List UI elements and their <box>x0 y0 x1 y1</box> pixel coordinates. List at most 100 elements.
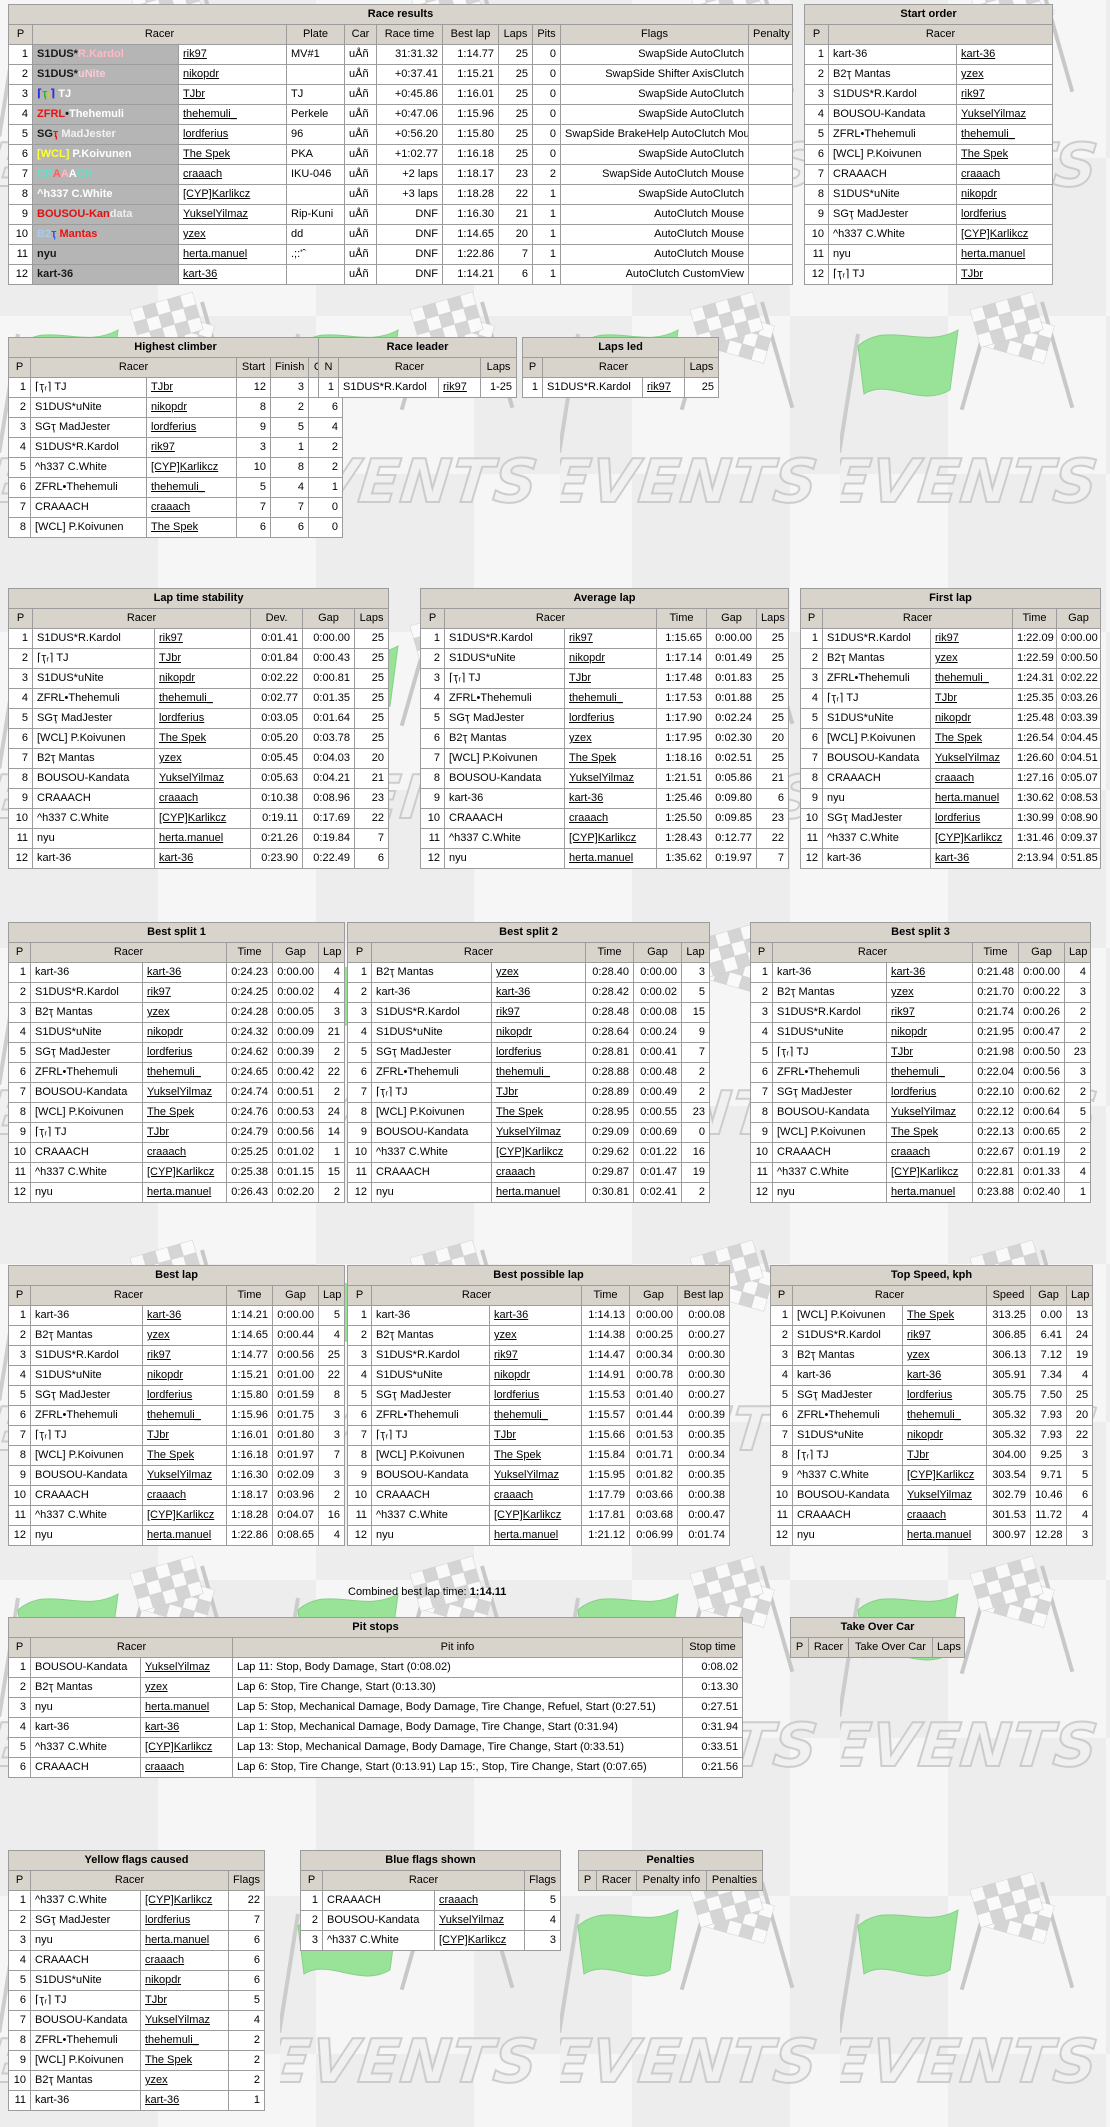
racer-username-link[interactable]: kart-36 <box>142 962 227 983</box>
racer-username-link[interactable]: nikopdr <box>142 1022 227 1043</box>
racer-username-link[interactable]: yzex <box>489 1325 582 1346</box>
racer-username-link[interactable]: nikopdr <box>142 1365 227 1386</box>
racer-username-link[interactable]: [CYP]Karlikcz <box>140 1737 233 1758</box>
racer-username-link[interactable]: nikopdr <box>146 397 237 418</box>
racer-username-link[interactable]: yzex <box>886 982 973 1003</box>
racer-username-link[interactable]: craaach <box>146 497 237 518</box>
racer-username-link[interactable]: lordferius <box>142 1042 227 1063</box>
racer-username-link[interactable]: YukselYilmaz <box>956 104 1053 125</box>
racer-username-link[interactable]: thehemuli_ <box>489 1405 582 1426</box>
racer-username-link[interactable]: rik97 <box>886 1002 973 1023</box>
racer-username-link[interactable]: TJbr <box>930 688 1013 709</box>
racer-username-link[interactable]: thehemuli_ <box>142 1062 227 1083</box>
racer-username-link[interactable]: craaach <box>930 768 1013 789</box>
racer-username-link[interactable]: TJbr <box>489 1425 582 1446</box>
racer-username-link[interactable]: The Spek <box>886 1122 973 1143</box>
racer-username-link[interactable]: yzex <box>564 728 657 749</box>
racer-username-link[interactable]: kart-36 <box>178 264 287 285</box>
racer-username-link[interactable]: craaach <box>491 1162 586 1183</box>
racer-username-link[interactable]: TJbr <box>902 1445 987 1466</box>
racer-username-link[interactable]: kart-36 <box>140 2090 229 2111</box>
racer-username-link[interactable]: yzex <box>902 1345 987 1366</box>
racer-username-link[interactable]: [CYP]Karlikcz <box>902 1465 987 1486</box>
racer-username-link[interactable]: TJbr <box>154 648 251 669</box>
racer-username-link[interactable]: herta.manuel <box>491 1182 586 1203</box>
racer-username-link[interactable]: rik97 <box>489 1345 582 1366</box>
racer-username-link[interactable]: The Spek <box>491 1102 586 1123</box>
racer-username-link[interactable]: thehemuli_ <box>930 668 1013 689</box>
racer-username-link[interactable]: nikopdr <box>140 1970 229 1991</box>
racer-username-link[interactable]: lordferius <box>142 1385 227 1406</box>
racer-username-link[interactable]: lordferius <box>491 1042 586 1063</box>
racer-username-link[interactable]: The Spek <box>489 1445 582 1466</box>
racer-username-link[interactable]: nikopdr <box>489 1365 582 1386</box>
racer-username-link[interactable]: herta.manuel <box>140 1697 233 1718</box>
racer-username-link[interactable]: yzex <box>140 2070 229 2091</box>
racer-username-link[interactable]: YukselYilmaz <box>564 768 657 789</box>
racer-username-link[interactable]: lordferius <box>154 708 251 729</box>
racer-username-link[interactable]: TJbr <box>142 1425 227 1446</box>
racer-username-link[interactable]: rik97 <box>930 628 1013 649</box>
racer-username-link[interactable]: craaach <box>142 1485 227 1506</box>
racer-username-link[interactable]: [CYP]Karlikcz <box>154 808 251 829</box>
racer-username-link[interactable]: rik97 <box>438 377 481 398</box>
racer-username-link[interactable]: YukselYilmaz <box>140 2010 229 2031</box>
racer-username-link[interactable]: yzex <box>142 1325 227 1346</box>
racer-username-link[interactable]: YukselYilmaz <box>902 1485 987 1506</box>
racer-username-link[interactable]: kart-36 <box>142 1305 227 1326</box>
racer-username-link[interactable]: herta.manuel <box>564 848 657 869</box>
racer-username-link[interactable]: kart-36 <box>489 1305 582 1326</box>
racer-username-link[interactable]: kart-36 <box>956 44 1053 65</box>
racer-username-link[interactable]: nikopdr <box>154 668 251 689</box>
racer-username-link[interactable]: lordferius <box>956 204 1053 225</box>
racer-username-link[interactable]: lordferius <box>886 1082 973 1103</box>
racer-username-link[interactable]: craaach <box>154 788 251 809</box>
racer-username-link[interactable]: TJbr <box>491 1082 586 1103</box>
racer-username-link[interactable]: rik97 <box>154 628 251 649</box>
racer-username-link[interactable]: thehemuli_ <box>956 124 1053 145</box>
racer-username-link[interactable]: The Spek <box>154 728 251 749</box>
racer-username-link[interactable]: The Spek <box>142 1102 227 1123</box>
racer-username-link[interactable]: thehemuli_ <box>491 1062 586 1083</box>
racer-username-link[interactable]: herta.manuel <box>154 828 251 849</box>
racer-username-link[interactable]: rik97 <box>142 982 227 1003</box>
racer-username-link[interactable]: rik97 <box>902 1325 987 1346</box>
racer-username-link[interactable]: YukselYilmaz <box>886 1102 973 1123</box>
racer-username-link[interactable]: craaach <box>956 164 1053 185</box>
racer-username-link[interactable]: herta.manuel <box>142 1525 227 1546</box>
racer-username-link[interactable]: lordferius <box>902 1385 987 1406</box>
racer-username-link[interactable]: rik97 <box>491 1002 586 1023</box>
racer-username-link[interactable]: YukselYilmaz <box>140 1657 233 1678</box>
racer-username-link[interactable]: yzex <box>140 1677 233 1698</box>
racer-username-link[interactable]: yzex <box>178 224 287 245</box>
racer-username-link[interactable]: The Spek <box>140 2050 229 2071</box>
racer-username-link[interactable]: herta.manuel <box>902 1525 987 1546</box>
racer-username-link[interactable]: craaach <box>140 1950 229 1971</box>
racer-username-link[interactable]: herta.manuel <box>140 1930 229 1951</box>
racer-username-link[interactable]: TJbr <box>564 668 657 689</box>
racer-username-link[interactable]: rik97 <box>142 1345 227 1366</box>
racer-username-link[interactable]: rik97 <box>146 437 237 458</box>
racer-username-link[interactable]: craaach <box>902 1505 987 1526</box>
racer-username-link[interactable]: rik97 <box>642 377 685 398</box>
racer-username-link[interactable]: thehemuli_ <box>140 2030 229 2051</box>
racer-username-link[interactable]: The Spek <box>178 144 287 165</box>
racer-username-link[interactable]: yzex <box>142 1002 227 1023</box>
racer-username-link[interactable]: nikopdr <box>886 1022 973 1043</box>
racer-username-link[interactable]: The Spek <box>142 1445 227 1466</box>
racer-username-link[interactable]: nikopdr <box>902 1425 987 1446</box>
racer-username-link[interactable]: thehemuli_ <box>146 477 237 498</box>
racer-username-link[interactable]: kart-36 <box>902 1365 987 1386</box>
racer-username-link[interactable]: YukselYilmaz <box>489 1465 582 1486</box>
racer-username-link[interactable]: rik97 <box>956 84 1053 105</box>
racer-username-link[interactable]: [CYP]Karlikcz <box>434 1930 525 1951</box>
racer-username-link[interactable]: lordferius <box>489 1385 582 1406</box>
racer-username-link[interactable]: TJbr <box>886 1042 973 1063</box>
racer-username-link[interactable]: craaach <box>178 164 287 185</box>
racer-username-link[interactable]: nikopdr <box>930 708 1013 729</box>
racer-username-link[interactable]: TJbr <box>146 377 237 398</box>
racer-username-link[interactable]: YukselYilmaz <box>930 748 1013 769</box>
racer-username-link[interactable]: yzex <box>930 648 1013 669</box>
racer-username-link[interactable]: lordferius <box>178 124 287 145</box>
racer-username-link[interactable]: The Spek <box>902 1305 987 1326</box>
